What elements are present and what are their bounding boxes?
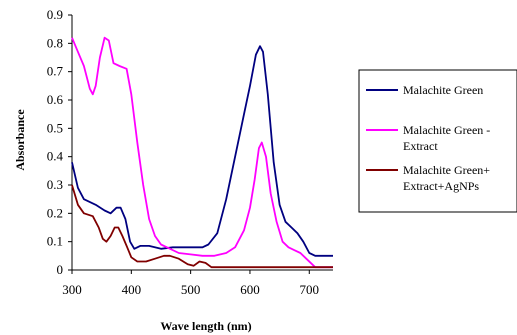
legend-label: Extract [403,139,438,153]
series-lines [71,36,333,269]
legend-box [358,69,517,213]
legend-label: Extract+AgNPs [403,179,479,193]
y-tick-label: 0.6 [47,92,64,107]
legend-label: Malachite Green+ [403,163,490,177]
legend-label: Malachite Green - [403,123,490,137]
y-tick-label: 0.3 [47,177,63,192]
y-tick-label: 0.1 [47,234,63,249]
legend-label: Malachite Green [403,83,483,97]
series-line-1 [71,45,333,257]
axes: 0 0.1 0.2 0.3 0.4 0.5 0.6 0.7 0.8 0.9 300 400 500 600… [47,7,333,297]
y-tick-label: 0.7 [47,64,64,79]
series-line-2 [71,36,333,269]
y-tick-label: 0.5 [47,120,63,135]
y-tick-label: 0.9 [47,7,63,22]
legend: Malachite Green Malachite Green - Extract M… [358,69,517,213]
x-tick-label: 300 [62,282,82,297]
y-axis-title: Absorbance [13,109,27,171]
x-tick-label: 400 [122,282,142,297]
x-axis-title: Wave length (nm) [160,319,251,333]
y-tick-label: 0 [57,262,64,277]
y-tick-label: 0.2 [47,205,63,220]
x-tick-label: 700 [300,282,320,297]
series-line-3 [71,184,333,269]
y-tick-label: 0.8 [47,35,63,50]
x-tick-label: 600 [240,282,260,297]
y-tick-label: 0.4 [47,149,64,164]
x-tick-label: 500 [181,282,201,297]
